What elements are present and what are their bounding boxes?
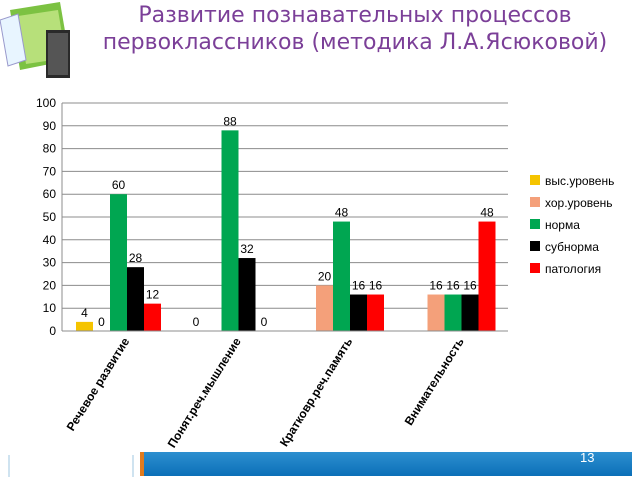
bars <box>76 130 496 331</box>
y-tick-label: 40 <box>43 233 57 247</box>
legend-swatch <box>530 263 540 273</box>
bar <box>127 267 144 331</box>
data-label: 4 <box>81 306 88 320</box>
legend-label: норма <box>545 218 580 232</box>
data-label: 0 <box>193 315 200 329</box>
bar <box>316 285 333 331</box>
bar <box>478 221 496 331</box>
bar <box>461 294 479 331</box>
bar <box>238 258 256 331</box>
legend-label: субнорма <box>545 240 599 254</box>
y-tick-label: 100 <box>36 96 56 110</box>
page-title: Развитие познавательных процессов первок… <box>102 3 608 55</box>
y-tick-label: 60 <box>43 187 57 201</box>
bar <box>333 221 350 331</box>
y-tick-label: 80 <box>43 142 57 156</box>
footer-accent <box>140 452 146 476</box>
bar <box>76 321 93 331</box>
footer-bar <box>144 452 632 476</box>
data-label: 48 <box>335 206 349 220</box>
y-tick-label: 30 <box>43 256 57 270</box>
data-label: 32 <box>240 242 254 256</box>
data-label: 16 <box>352 279 366 293</box>
y-axis: 0 10 20 30 40 50 60 70 80 90 100 <box>36 96 63 338</box>
bar <box>367 294 384 331</box>
data-label: 16 <box>446 279 460 293</box>
bar <box>221 130 239 331</box>
data-label: 88 <box>223 114 237 128</box>
y-tick-label: 70 <box>43 164 57 178</box>
y-tick-label: 0 <box>49 324 56 338</box>
legend-swatch <box>530 175 540 185</box>
data-label: 28 <box>129 251 143 265</box>
y-tick-label: 10 <box>43 301 57 315</box>
footer-line-right <box>132 455 134 477</box>
x-axis: Речевое развитие Понят.реч.мышление Кратко… <box>62 330 508 450</box>
data-label: 16 <box>463 279 477 293</box>
y-tick-label: 50 <box>43 210 57 224</box>
legend-label: хор.уровень <box>545 196 613 210</box>
legend-label: выс.уровень <box>545 174 614 188</box>
bar <box>110 194 127 331</box>
bar <box>427 294 445 331</box>
legend: выс.уровень хор.уровень норма субнорма патол… <box>530 174 614 276</box>
data-label: 0 <box>261 315 268 329</box>
y-tick-label: 20 <box>43 278 57 292</box>
x-tick-label: Речевое развитие <box>64 335 133 433</box>
footer-line-left <box>8 455 10 477</box>
y-tick-label: 90 <box>43 119 57 133</box>
legend-swatch <box>530 219 540 229</box>
legend-swatch <box>530 197 540 207</box>
x-tick-label: Кратковр.реч.память <box>277 335 355 449</box>
bar <box>350 294 367 331</box>
data-label: 20 <box>318 269 332 283</box>
data-label: 16 <box>429 279 443 293</box>
data-label: 0 <box>98 315 105 329</box>
legend-swatch <box>530 241 540 251</box>
slide-number: 13 <box>580 450 595 465</box>
data-label: 12 <box>146 288 160 302</box>
data-label: 60 <box>112 178 126 192</box>
data-label: 16 <box>369 279 383 293</box>
bar <box>144 303 161 331</box>
slide-logo <box>0 0 80 80</box>
x-tick-label: Внимательность <box>402 335 467 428</box>
x-tick-label: Понят.реч.мышление <box>165 335 244 450</box>
bar <box>444 294 462 331</box>
data-label: 48 <box>480 206 494 220</box>
legend-label: патология <box>545 262 601 276</box>
